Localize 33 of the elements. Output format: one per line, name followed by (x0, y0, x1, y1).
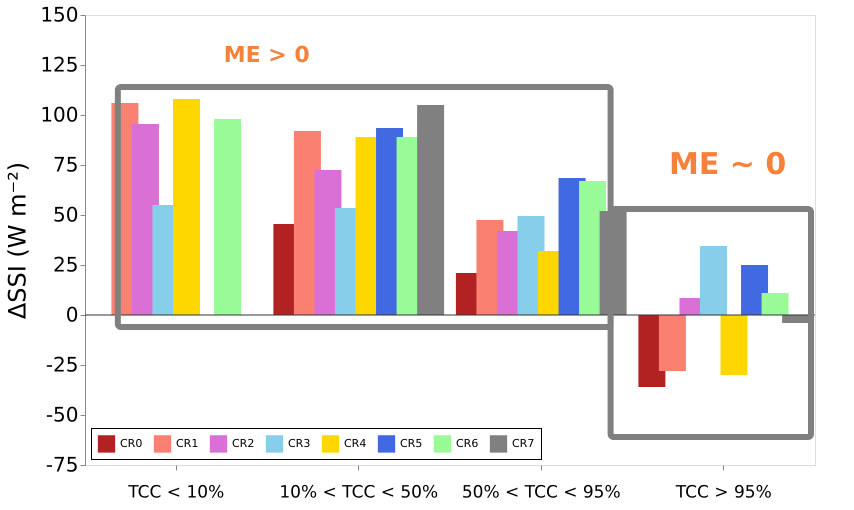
x-tick-label: 50% < TCC < 95% (462, 482, 621, 502)
legend-label: CR3 (288, 436, 310, 450)
x-tick-label: TCC < 10% (127, 482, 224, 502)
y-axis-title: ΔSSI (W m⁻²) (3, 162, 32, 320)
y-tick-label: -75 (46, 452, 78, 476)
bar (658, 315, 686, 371)
y-tick-label: 75 (53, 152, 78, 176)
bar (417, 105, 444, 315)
bar (173, 99, 200, 315)
bar (762, 293, 789, 315)
legend-label: CR0 (120, 436, 142, 450)
annotation: ME ~ 0 (669, 147, 786, 182)
annotation: ME > 0 (224, 43, 310, 68)
x-tick-label: 10% < TCC < 50% (279, 482, 438, 502)
y-tick-label: -50 (46, 402, 78, 426)
legend-label: CR1 (176, 436, 198, 450)
y-tick-label: -25 (46, 352, 78, 376)
bar (214, 119, 242, 315)
bar (720, 315, 748, 375)
x-tick-label: TCC > 95% (674, 482, 772, 502)
legend-label: CR7 (512, 436, 534, 450)
y-tick-label: 125 (40, 52, 78, 76)
bar (782, 315, 810, 323)
y-tick-label: 50 (53, 202, 78, 226)
bar (700, 246, 727, 315)
y-tick-label: 25 (53, 252, 78, 276)
legend-label: CR2 (232, 436, 254, 450)
legend-label: CR4 (344, 436, 366, 450)
y-tick-label: 100 (40, 102, 78, 126)
legend-label: CR5 (400, 436, 422, 450)
legend-label: CR6 (456, 436, 478, 450)
y-tick-label: 150 (40, 2, 78, 26)
y-tick-label: 0 (66, 302, 78, 326)
